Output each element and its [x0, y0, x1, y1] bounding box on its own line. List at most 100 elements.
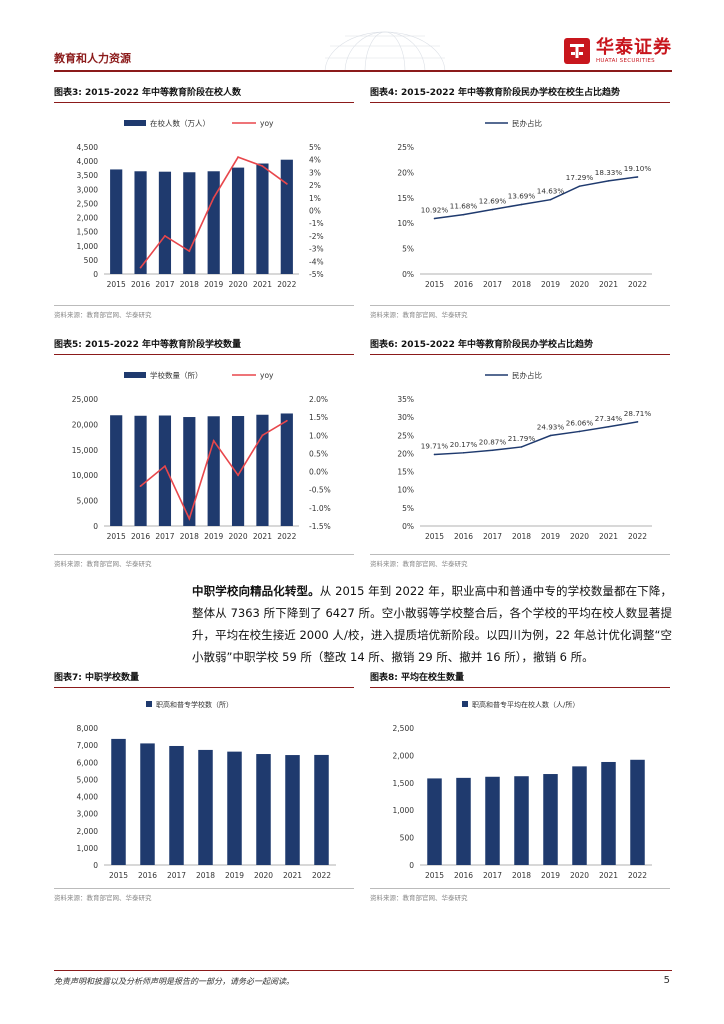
yoy-point	[139, 485, 142, 487]
x-tick-label: 2021	[599, 280, 618, 289]
y-tick-label: 1,000	[77, 844, 99, 853]
data-label: 13.69%	[508, 191, 536, 200]
bar	[134, 415, 147, 526]
bar	[134, 171, 147, 274]
data-point	[520, 203, 523, 206]
x-tick-label: 2022	[628, 532, 647, 541]
y2-tick-label: -1.5%	[309, 522, 331, 531]
figure-5-title: 图表5: 2015-2022 年中等教育阶段学校数量	[54, 337, 354, 355]
figure-3-title: 图表3: 2015-2022 年中等教育阶段在校人数	[54, 85, 354, 103]
y-tick-label: 20,000	[72, 420, 98, 429]
data-label: 19.71%	[421, 441, 449, 450]
bar	[280, 413, 293, 526]
y-tick-label: 0	[93, 522, 98, 531]
bar	[630, 759, 645, 865]
logo-chinese-text: 华泰证券	[596, 37, 672, 58]
data-point	[607, 425, 610, 428]
data-label: 26.06%	[566, 418, 594, 427]
y-tick-label: 2,000	[77, 214, 99, 223]
x-tick-label: 2016	[138, 871, 157, 880]
figure-4-chart: 0% 5% 10% 15% 20% 25% 2015 2016 2017 2018 2019 2020…	[397, 118, 652, 289]
y-tick-label: 5%	[402, 245, 414, 254]
data-point	[491, 208, 494, 211]
y2-tick-label: -3%	[309, 245, 324, 254]
yoy-point	[285, 182, 288, 185]
x-tick-label: 2022	[277, 280, 296, 289]
x-tick-label: 2017	[155, 280, 174, 289]
y-tick-label: 15%	[397, 468, 414, 477]
data-label: 20.17%	[450, 440, 478, 449]
bar	[572, 766, 587, 865]
data-point	[607, 180, 610, 182]
data-point	[462, 452, 465, 454]
y-tick-label: 20%	[397, 168, 414, 177]
x-tick-label: 2018	[512, 532, 531, 541]
x-tick-label: 2019	[541, 280, 560, 289]
bar	[256, 163, 269, 274]
legend-label: 职高和普专平均在校人数（人/所）	[472, 700, 579, 709]
bar	[110, 169, 123, 274]
x-tick-label: 2017	[483, 280, 502, 289]
bar	[456, 777, 471, 865]
y-tick-label: 2,000	[77, 827, 99, 836]
y-tick-label: 2,500	[77, 199, 99, 208]
x-tick-label: 2019	[541, 871, 560, 880]
y-tick-label: 4,500	[77, 143, 99, 152]
y-tick-label: 500	[84, 256, 99, 265]
x-tick-label: 2022	[628, 280, 647, 289]
y2-tick-label: 2%	[309, 181, 321, 190]
y-tick-label: 7,000	[77, 741, 99, 750]
y-tick-label: 35%	[397, 395, 414, 404]
y-tick-label: 0	[93, 861, 98, 870]
data-point	[433, 453, 436, 456]
bar	[543, 774, 558, 865]
y2-tick-label: 3%	[309, 168, 321, 177]
x-tick-label: 2018	[196, 871, 215, 880]
body-paragraph: 中职学校向精品化转型。从 2015 年到 2022 年，职业高中和普通中专的学校…	[192, 580, 672, 668]
x-tick-label: 2022	[628, 871, 647, 880]
yoy-point	[237, 156, 239, 159]
figure-4-source: 资料来源：教育部官网、华泰研究	[370, 305, 670, 319]
y-tick-label: 10%	[397, 486, 414, 495]
y2-tick-label: 0%	[309, 207, 321, 216]
y2-tick-label: 5%	[309, 143, 321, 152]
figure-7-source: 资料来源：教育部官网、华泰研究	[54, 888, 354, 902]
x-tick-label: 2015	[107, 280, 126, 289]
data-label: 17.29%	[566, 173, 594, 182]
y-tick-label: 1,500	[393, 779, 415, 788]
yoy-point	[188, 250, 191, 253]
data-label: 28.71%	[624, 409, 652, 418]
header-divider	[54, 70, 672, 72]
bar	[158, 171, 172, 274]
y-tick-label: 0	[93, 270, 98, 279]
y-tick-label: 0%	[402, 522, 414, 531]
y2-tick-label: -5%	[309, 270, 324, 279]
y2-tick-label: -4%	[309, 257, 324, 266]
y2-tick-label: 2.0%	[309, 395, 328, 404]
x-tick-label: 2018	[512, 871, 531, 880]
data-point	[462, 213, 465, 216]
x-tick-label: 2017	[483, 871, 502, 880]
yoy-point	[285, 419, 288, 422]
y-tick-label: 4,000	[77, 793, 99, 802]
bar	[256, 754, 271, 865]
y2-tick-label: 0.5%	[309, 449, 328, 458]
paragraph-lead: 中职学校向精品化转型。	[192, 584, 320, 598]
yoy-point	[164, 235, 166, 237]
data-point	[433, 217, 436, 220]
bar	[111, 738, 126, 865]
data-point	[549, 434, 552, 437]
data-label: 24.93%	[537, 423, 565, 432]
data-label: 11.68%	[450, 202, 478, 211]
y2-tick-label: 1.0%	[309, 431, 328, 440]
y-tick-label: 5%	[402, 504, 414, 513]
bar	[231, 416, 245, 526]
y-tick-label: 2,000	[393, 751, 415, 760]
legend-label: 职高和普专学校数（所）	[156, 700, 233, 709]
x-tick-label: 2018	[180, 280, 199, 289]
x-tick-label: 2021	[599, 871, 618, 880]
x-tick-label: 2020	[229, 532, 248, 541]
data-point	[549, 198, 552, 201]
figure-5-source: 资料来源：教育部官网、华泰研究	[54, 554, 354, 568]
y-tick-label: 1,500	[77, 228, 99, 237]
